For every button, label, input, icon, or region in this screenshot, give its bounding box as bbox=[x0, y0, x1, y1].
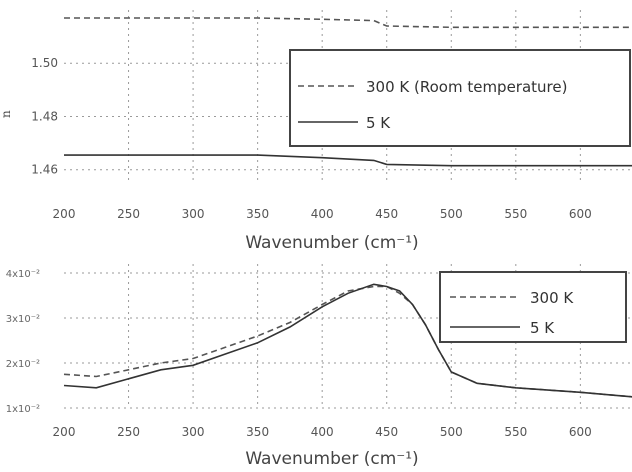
bottom-series-5k-line bbox=[63, 283, 632, 398]
bottom-y-tick-label: 2x10⁻² bbox=[6, 359, 40, 370]
top-legend-label-5k: 5 K bbox=[366, 114, 391, 132]
top-series-group bbox=[64, 17, 632, 167]
bottom-legend: 300 K 5 K bbox=[439, 271, 627, 343]
bottom-y-tick-label: 4x10⁻² bbox=[6, 269, 40, 280]
bottom-x-tick-label: 400 bbox=[311, 425, 334, 439]
bottom-x-tick-label: 250 bbox=[117, 425, 140, 439]
top-x-tick-label: 600 bbox=[569, 207, 592, 221]
panel-absorption: 200 250 300 350 400 450 500 550 600 1x10⁻² 2x10⁻²… bbox=[6, 264, 632, 469]
top-y-tick-label: 1.48 bbox=[31, 109, 58, 123]
bottom-x-tick-label: 300 bbox=[182, 425, 205, 439]
bottom-series-group bbox=[63, 283, 632, 398]
top-x-tick-label: 350 bbox=[246, 207, 269, 221]
bottom-x-tick-label: 200 bbox=[53, 425, 76, 439]
top-y-tick-label: 1.46 bbox=[31, 163, 58, 177]
top-series-5k-line bbox=[64, 154, 632, 167]
top-x-tick-label: 500 bbox=[440, 207, 463, 221]
top-x-tick-label: 550 bbox=[504, 207, 527, 221]
top-x-tick-label: 400 bbox=[311, 207, 334, 221]
top-x-tick-label: 200 bbox=[53, 207, 76, 221]
top-y-ticks: 1.46 1.48 1.50 bbox=[31, 56, 58, 176]
top-y-tick-label: 1.50 bbox=[31, 56, 58, 70]
bottom-x-tick-label: 450 bbox=[375, 425, 398, 439]
top-x-axis-label: Wavenumber (cm⁻¹) bbox=[245, 233, 418, 253]
bottom-y-tick-label: 1x10⁻² bbox=[6, 404, 40, 415]
bottom-y-tick-label: 3x10⁻² bbox=[6, 314, 40, 325]
bottom-x-axis-label: Wavenumber (cm⁻¹) bbox=[245, 449, 418, 469]
bottom-x-tick-label: 500 bbox=[440, 425, 463, 439]
bottom-legend-label-300k: 300 K bbox=[530, 289, 574, 307]
bottom-y-ticks: 1x10⁻² 2x10⁻² 3x10⁻² 4x10⁻² bbox=[6, 269, 40, 415]
top-series-300k-line bbox=[64, 17, 632, 29]
panel-refractive-index: 200 250 300 350 400 450 500 550 600 1.46 1.48 1.50… bbox=[0, 10, 632, 253]
top-x-tick-label: 250 bbox=[117, 207, 140, 221]
bottom-legend-box bbox=[439, 271, 627, 343]
bottom-legend-label-5k: 5 K bbox=[530, 319, 555, 337]
top-y-axis-label: n bbox=[0, 110, 13, 118]
top-legend: 300 K (Room temperature) 5 K bbox=[289, 49, 631, 147]
top-x-tick-label: 450 bbox=[375, 207, 398, 221]
top-legend-label-300k: 300 K (Room temperature) bbox=[366, 78, 567, 96]
top-x-tick-label: 300 bbox=[182, 207, 205, 221]
bottom-x-tick-label: 350 bbox=[246, 425, 269, 439]
top-legend-box bbox=[289, 49, 631, 147]
top-x-ticks: 200 250 300 350 400 450 500 550 600 bbox=[53, 207, 592, 221]
bottom-x-ticks: 200 250 300 350 400 450 500 550 600 bbox=[53, 425, 592, 439]
bottom-x-tick-label: 600 bbox=[569, 425, 592, 439]
bottom-x-tick-label: 550 bbox=[504, 425, 527, 439]
